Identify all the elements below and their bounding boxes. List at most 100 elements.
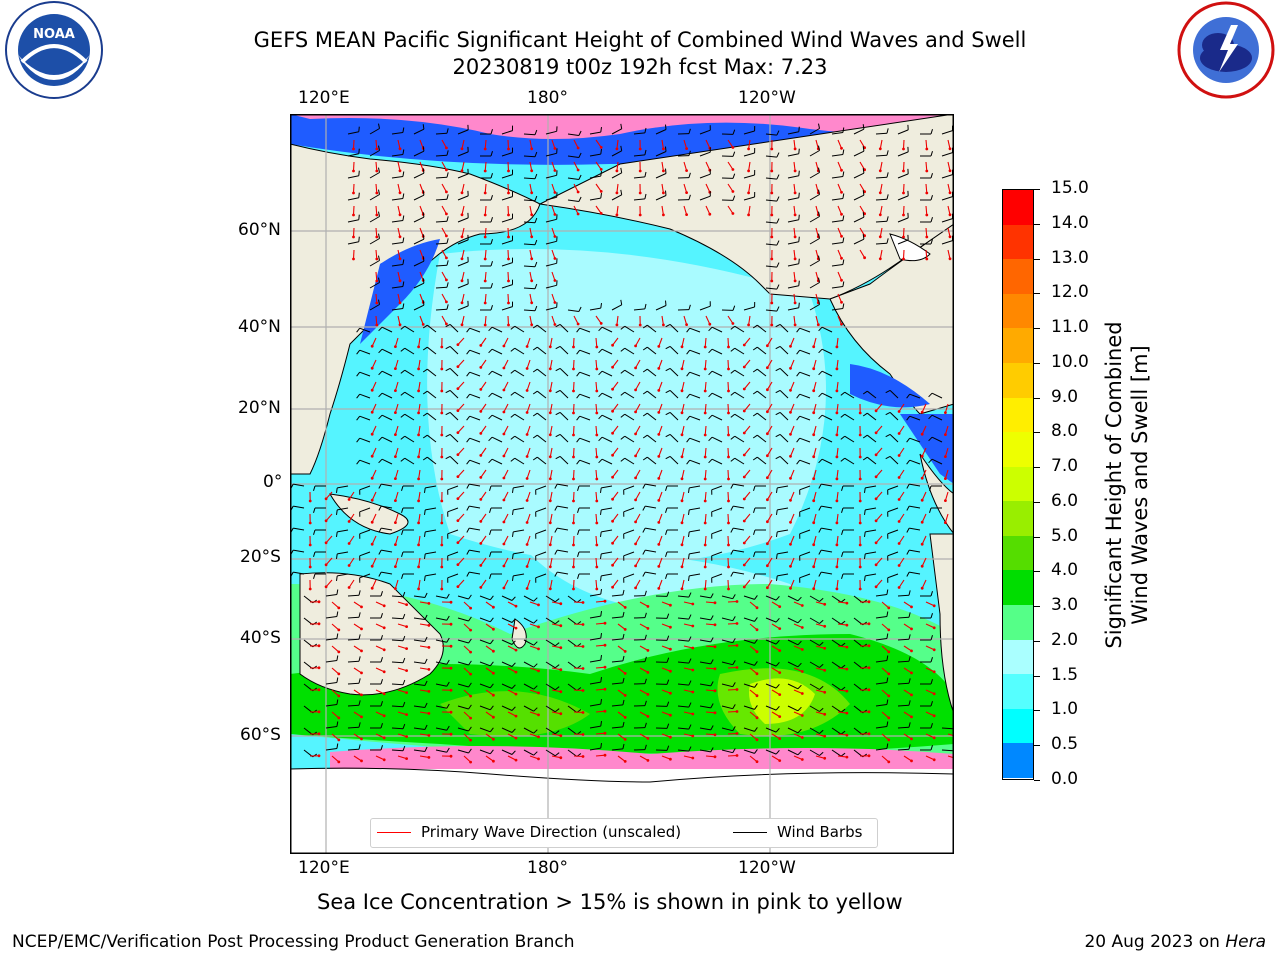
wave-direction-arrowhead bbox=[812, 389, 816, 393]
wind-barb-flag bbox=[708, 392, 713, 398]
wave-direction-arrow bbox=[727, 579, 730, 590]
wave-direction-arrowhead bbox=[382, 648, 386, 652]
wind-barb bbox=[435, 220, 448, 223]
wind-barb-flag bbox=[445, 411, 451, 416]
wave-direction-arrow bbox=[793, 711, 803, 717]
wave-direction-arrowhead bbox=[789, 344, 792, 348]
wave-direction-arrow bbox=[727, 600, 738, 603]
wind-barb bbox=[369, 194, 380, 201]
wind-barb bbox=[479, 661, 491, 667]
wave-direction-arrow bbox=[837, 227, 843, 237]
wave-direction-arrow bbox=[749, 733, 758, 741]
wind-barb bbox=[491, 392, 503, 399]
wind-barb-flag bbox=[620, 299, 623, 305]
wave-direction-arrowhead bbox=[742, 453, 746, 457]
wave-direction-arrowhead bbox=[445, 234, 448, 238]
wind-barb bbox=[589, 131, 601, 135]
wind-barb bbox=[514, 391, 525, 399]
wave-direction-arrowhead bbox=[370, 432, 374, 436]
wind-barb-flag bbox=[466, 415, 471, 421]
wave-direction-legend-label: Primary Wave Direction (unscaled) bbox=[421, 823, 682, 841]
wind-barb-flag bbox=[512, 509, 514, 515]
wave-direction-arrowhead bbox=[469, 672, 472, 676]
wind-barb bbox=[359, 327, 371, 333]
wind-barb-flag bbox=[928, 436, 933, 442]
wave-direction-arrowhead bbox=[793, 213, 797, 217]
wind-barb bbox=[765, 683, 777, 689]
wave-direction-arrow bbox=[921, 557, 927, 567]
wave-direction-arrow bbox=[837, 667, 847, 670]
wave-direction-arrow bbox=[325, 579, 333, 588]
wind-barb-flag bbox=[554, 483, 558, 489]
wind-barb bbox=[779, 456, 789, 465]
wind-barb-flag bbox=[490, 261, 493, 267]
wave-direction-arrowhead bbox=[449, 754, 453, 758]
wind-barb bbox=[821, 483, 833, 487]
wind-barb-flag bbox=[424, 636, 428, 642]
wave-direction-arrowhead bbox=[835, 477, 839, 481]
wave-direction-arrow bbox=[789, 579, 795, 589]
wave-direction-arrow bbox=[793, 161, 796, 171]
wind-barb-flag bbox=[446, 725, 450, 731]
wave-direction-arrowhead bbox=[525, 499, 529, 502]
wind-barb bbox=[413, 238, 425, 245]
wave-direction-arrowhead bbox=[456, 365, 460, 368]
wave-direction-arrowhead bbox=[742, 387, 746, 391]
wind-barb bbox=[545, 306, 557, 311]
wave-direction-arrow bbox=[859, 161, 866, 170]
wave-direction-arrow bbox=[353, 623, 362, 630]
wave-direction-arrowhead bbox=[548, 477, 552, 481]
wind-barb-flag bbox=[686, 327, 691, 333]
wind-barb bbox=[733, 527, 745, 531]
wave-direction-arrowhead bbox=[456, 497, 460, 500]
colorbar-band bbox=[1003, 224, 1033, 260]
wave-direction-arrowhead bbox=[581, 755, 585, 758]
wave-direction-arrow bbox=[595, 600, 606, 603]
wave-direction-arrowhead bbox=[317, 732, 321, 736]
wind-barb-flag bbox=[730, 347, 736, 352]
wind-barb-flag bbox=[532, 434, 538, 439]
wave-direction-arrow bbox=[743, 381, 751, 390]
wind-barb-flag bbox=[775, 661, 780, 667]
wave-direction-arrow bbox=[639, 667, 649, 673]
wind-barb-flag bbox=[732, 682, 736, 687]
wave-direction-arrowhead bbox=[680, 499, 684, 503]
wave-direction-arrowhead bbox=[514, 670, 518, 674]
wave-direction-arrowhead bbox=[449, 688, 453, 692]
wave-direction-arrow bbox=[789, 381, 795, 391]
wave-direction-arrow bbox=[947, 755, 954, 759]
wave-direction-arrow bbox=[875, 557, 883, 566]
wind-barb bbox=[514, 325, 525, 333]
wind-barb bbox=[469, 571, 481, 575]
wave-direction-arrow bbox=[925, 601, 935, 607]
wind-barb-flag bbox=[754, 617, 758, 622]
wave-direction-arrowhead bbox=[599, 168, 603, 171]
wave-direction-arrowhead bbox=[398, 213, 402, 217]
wave-direction-arrowhead bbox=[440, 477, 444, 481]
wind-barb-flag bbox=[336, 633, 339, 639]
wave-direction-arrowhead bbox=[375, 169, 379, 173]
wave-direction-arrowhead bbox=[646, 649, 650, 652]
wind-barb bbox=[831, 727, 842, 735]
wave-direction-arrowhead bbox=[479, 366, 483, 369]
wave-direction-arrow bbox=[859, 139, 866, 148]
wind-barb-flag bbox=[864, 509, 866, 515]
wind-barb bbox=[866, 412, 877, 421]
wind-barb bbox=[787, 617, 799, 624]
wind-barb bbox=[853, 216, 865, 223]
wave-direction-arrow bbox=[551, 205, 556, 215]
wave-direction-arrowhead bbox=[887, 716, 891, 720]
colorbar-tick-mark bbox=[1034, 745, 1040, 747]
wind-barb-flag bbox=[578, 130, 582, 136]
wind-barb-flag bbox=[336, 655, 339, 661]
wave-direction-arrowhead bbox=[812, 455, 816, 459]
wind-barb bbox=[809, 304, 820, 311]
wind-barb bbox=[699, 705, 711, 709]
wave-direction-arrowhead bbox=[483, 301, 487, 305]
wind-barb bbox=[413, 617, 425, 620]
wind-barb bbox=[866, 390, 877, 399]
wave-direction-arrowhead bbox=[615, 147, 619, 151]
wind-barb-flag bbox=[598, 414, 603, 420]
wave-direction-arrow bbox=[836, 447, 839, 457]
colorbar-tick-mark bbox=[1034, 710, 1040, 712]
